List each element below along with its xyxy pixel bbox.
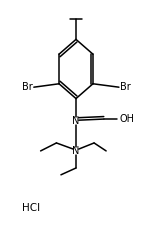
Text: HCl: HCl <box>22 203 40 213</box>
Text: Br: Br <box>22 82 33 92</box>
Text: OH: OH <box>120 114 135 124</box>
Text: N: N <box>72 146 80 156</box>
Text: N: N <box>72 116 80 126</box>
Text: Br: Br <box>120 82 131 92</box>
